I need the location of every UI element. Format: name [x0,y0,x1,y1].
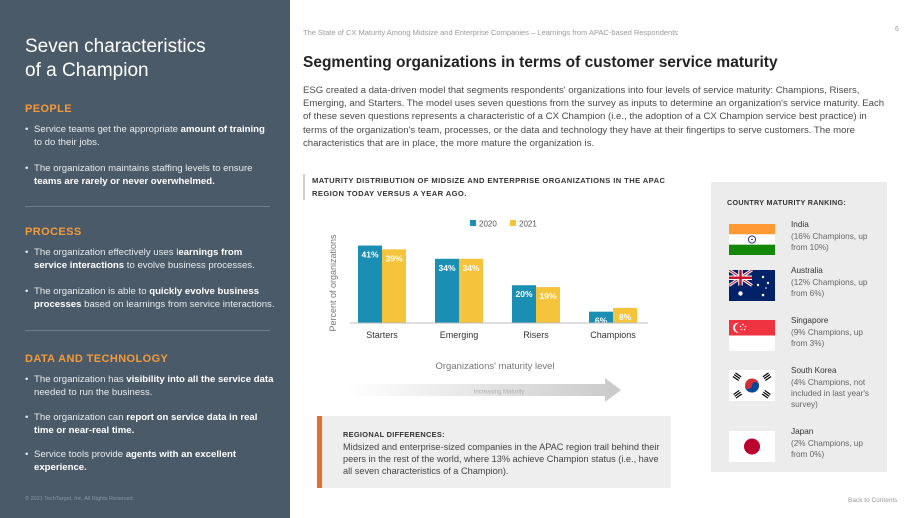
chart-title-accent [303,174,305,200]
section-divider [25,206,270,207]
page-number: 6 [895,26,899,33]
bar-emerging-2021 [459,258,483,323]
data-label: 19% [539,291,556,301]
japan-flag-icon [729,431,775,462]
country-name: Australia [791,266,823,275]
section-heading-data-technology: DATA AND TECHNOLOGY [25,353,169,365]
sidebar-title: Seven characteristics of a Champion [25,35,206,83]
section-heading-people: PEOPLE [25,103,73,115]
country-desc: (2% Champions, up from 0%) [791,439,863,460]
regional-heading: REGIONAL DIFFERENCES: [343,430,445,439]
regional-text: Midsized and enterprise-sized companies … [343,442,660,477]
process-item-2: The organization is able to quickly evol… [25,285,275,311]
country-desc: (4% Champions, not included in last year… [791,378,870,410]
y-axis-label: Percent of organizations [328,234,338,332]
increasing-maturity-arrow: Increasing Maturity [347,378,621,402]
x-tick-label: Champions [590,330,636,340]
sidebar-title-line-1: Seven characteristics [25,36,206,57]
country-desc: (16% Champions, up from 10%) [791,232,868,253]
back-to-contents-link[interactable]: Back to Contents [848,497,898,504]
copyright: © 2021 TechTarget, Inc. All Rights Reser… [25,496,135,502]
data-label: 6% [595,316,608,326]
bar-emerging-2020 [435,258,459,323]
data-label: 8% [619,312,632,322]
bar-risers-2021 [536,287,560,323]
country-ranking-panel: COUNTRY MATURITY RANKING: India (16% Cha… [711,182,887,472]
singapore-flag-icon [729,320,775,351]
ranking-title: COUNTRY MATURITY RANKING: [727,198,847,207]
data-tech-item-1: The organization has visibility into all… [25,373,275,399]
process-item-1: The organization effectively uses learni… [25,246,275,272]
arrow-label: Increasing Maturity [474,390,525,396]
sidebar-title-line-2: of a Champion [25,60,149,81]
x-axis-label: Organizations' maturity level [435,361,554,372]
section-divider [25,330,270,331]
country-desc: (12% Champions, up from 6%) [791,278,868,299]
legend-swatch-2020 [470,220,476,226]
intro-paragraph: ESG created a data-driven model that seg… [303,85,885,149]
sidebar: Seven characteristics of a Champion PEOP… [0,0,290,518]
bar-starters-2020 [358,245,382,323]
data-tech-item-2: The organization can report on service d… [25,411,275,437]
x-tick-label: Starters [366,330,398,340]
data-label: 34% [438,263,455,273]
data-label: 20% [515,289,532,299]
x-tick-label: Risers [523,330,549,340]
bar-starters-2021 [382,249,406,323]
legend-label-2020: 2020 [479,220,497,229]
country-name: Singapore [791,316,829,325]
people-item-2: The organization maintains staffing leve… [25,162,275,188]
country-desc: (9% Champions, up from 3%) [791,328,863,349]
legend-swatch-2021 [510,220,516,226]
people-item-1: Service teams get the appropriate amount… [25,123,275,149]
data-label: 39% [385,253,402,263]
country-name: Japan [791,427,814,436]
country-name: South Korea [791,366,837,375]
running-header: The State of CX Maturity Among Midsize a… [303,28,679,37]
data-label: 41% [361,250,378,260]
bar-chart: 2020 2021 Percent of organizations 41% 39% St… [328,220,648,372]
australia-flag-icon [729,270,775,301]
section-heading-process: PROCESS [25,226,82,238]
regional-accent-bar [317,416,322,488]
page-title: Segmenting organizations in terms of cus… [303,54,778,71]
bar-champions-2021 [613,307,637,323]
x-tick-label: Emerging [440,330,479,340]
legend-label-2021: 2021 [519,220,537,229]
chart-title: MATURITY DISTRIBUTION OF MIDSIZE AND ENT… [312,176,666,198]
regional-differences-box: REGIONAL DIFFERENCES: Midsized and enter… [317,416,671,488]
bar-risers-2020 [512,285,536,323]
india-flag-icon [729,224,775,255]
data-label: 34% [462,263,479,273]
south-korea-flag-icon [729,370,775,401]
data-tech-item-3: Service tools provide agents with an exc… [25,448,275,474]
bar-champions-2020 [589,311,613,323]
country-name: India [791,220,809,229]
